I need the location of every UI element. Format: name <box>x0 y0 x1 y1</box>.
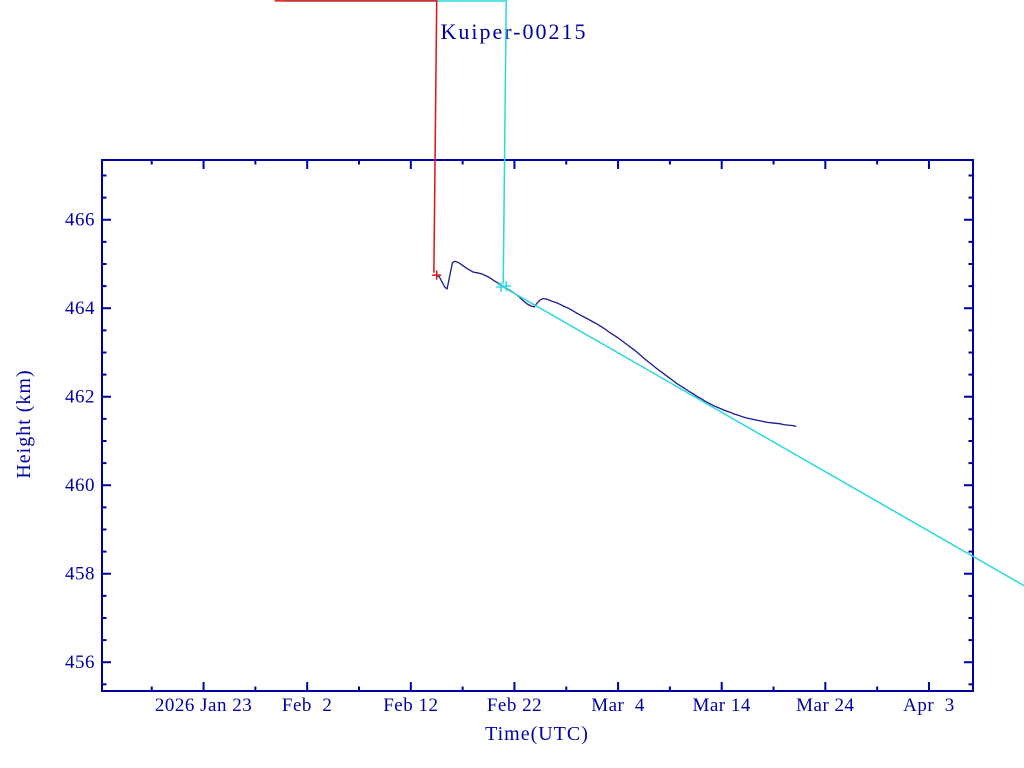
x-tick-label: Feb 2 <box>282 695 333 716</box>
x-axis-title: Time(UTC) <box>485 723 589 745</box>
x-tick-label: Feb 22 <box>487 695 542 716</box>
y-axis-title: Height (km) <box>13 369 35 478</box>
y-tick-label: 462 <box>65 387 95 408</box>
observed-height-markers <box>274 0 442 280</box>
y-tick-label: 460 <box>65 475 95 496</box>
y-tick-label: 458 <box>65 564 95 585</box>
x-tick-label: Mar 14 <box>692 695 750 716</box>
chart-title: Kuiper-00215 <box>441 19 588 44</box>
plot-area: 2026 Jan 23 Feb 2 Feb 12 Feb 22 Mar 4 Mar 14 M… <box>65 0 1024 716</box>
x-tick-label: Mar 4 <box>591 695 645 716</box>
predicted-height-markers <box>285 0 1024 587</box>
y-tick-label: 466 <box>65 210 95 231</box>
observed-height-line <box>436 260 797 428</box>
y-tick-label: 464 <box>65 298 95 319</box>
x-tick-label: Apr 3 <box>903 695 955 716</box>
y-tick-label: 456 <box>65 652 95 673</box>
x-tick-label: Feb 12 <box>383 695 438 716</box>
x-tick-label: Mar 24 <box>796 695 854 716</box>
plot-frame <box>101 159 974 692</box>
x-tick-label: 2026 Jan 23 <box>155 695 252 716</box>
